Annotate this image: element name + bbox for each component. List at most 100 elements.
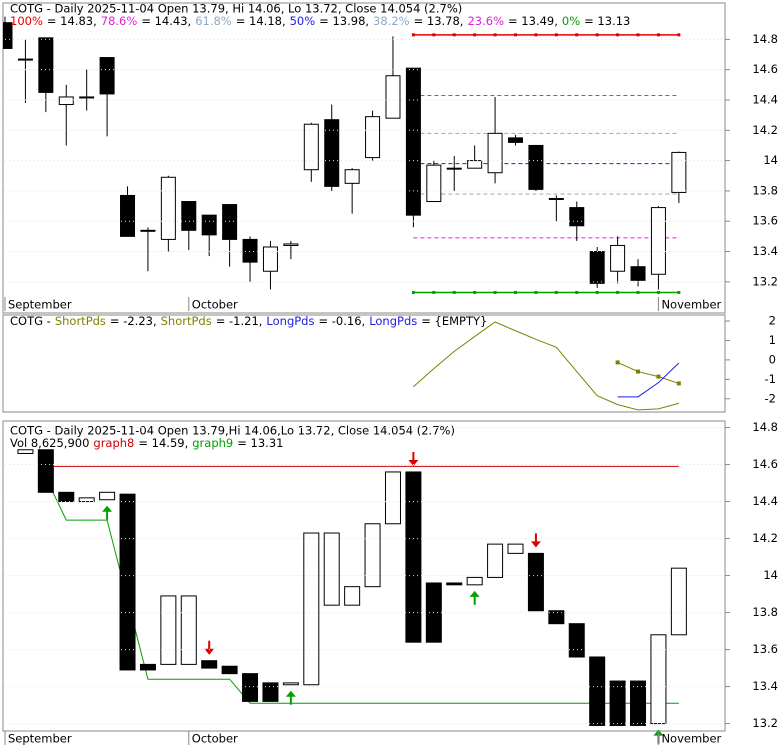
candle-body [3, 22, 13, 49]
fib-dot [473, 290, 477, 294]
box [323, 532, 340, 606]
box [466, 576, 483, 586]
fib-dot [432, 290, 436, 294]
fib-dot [534, 33, 538, 37]
y-tick-label: 0 [769, 352, 776, 366]
point [636, 369, 641, 374]
box [384, 471, 401, 525]
legend-text: 50% [290, 14, 316, 28]
candle-body [426, 164, 442, 203]
box [201, 660, 218, 669]
box [282, 682, 299, 686]
legend-text: LongPds [369, 314, 417, 328]
x-tick-label: September [8, 298, 72, 312]
fib-dot [616, 33, 620, 37]
candle-body [405, 67, 421, 216]
box [589, 656, 606, 726]
indicator-line [617, 362, 680, 398]
box [37, 449, 54, 493]
legend-text: Vol 8,625,900 [10, 436, 89, 450]
box [344, 586, 361, 606]
y-tick-label: 13.6 [752, 642, 778, 656]
box [17, 449, 34, 454]
x-tick-label: October [192, 298, 238, 312]
box [405, 471, 422, 643]
price-title: COTG - Daily 2025-11-04 Open 13.79, Hi 1… [10, 2, 462, 16]
fib-dot [554, 33, 558, 37]
y-tick-label: -1 [765, 372, 776, 386]
legend: 100% = 14.83, 78.6% = 14.43, 61.8% = 14.18, 50… [10, 14, 630, 28]
fib-dot [452, 290, 456, 294]
x-tick-label: October [192, 732, 238, 745]
fib-dot [514, 290, 517, 294]
legend-text: 61.8% [195, 14, 232, 28]
box [303, 532, 320, 686]
indicator-panel-frame [2, 314, 726, 413]
legend-text: LongPds [266, 314, 314, 328]
fib-dot [677, 290, 681, 294]
signal-arrow [102, 505, 113, 512]
legend-text: ShortPds [161, 314, 212, 328]
candle-body [589, 251, 605, 284]
legend-text: = 14.43, [141, 14, 191, 28]
candle-body [467, 160, 483, 169]
legend-text: COTG - [10, 314, 51, 328]
fib-dot [616, 290, 620, 294]
fib-dot [595, 33, 599, 37]
box [630, 680, 647, 726]
box [446, 582, 463, 586]
candle-body [222, 204, 238, 240]
indicator-line [617, 361, 680, 384]
signal-arrow [285, 690, 296, 697]
y-tick-label: 14.8 [752, 32, 778, 46]
candle-body [610, 244, 626, 272]
fib-dot [432, 33, 436, 37]
box [568, 623, 585, 658]
fib-dot [636, 290, 640, 294]
y-tick-label: 14 [763, 568, 778, 582]
signal-arrow [469, 590, 480, 597]
fib-dot [554, 290, 558, 294]
candle-body [303, 123, 319, 171]
candle-body [528, 144, 544, 190]
box [609, 680, 626, 726]
candle-body [385, 75, 401, 119]
fib-dot [656, 290, 660, 294]
candle-body [201, 214, 217, 236]
legend-text: = 14.59, [138, 436, 188, 450]
point [656, 374, 661, 379]
legend-text: = -1.21, [216, 314, 263, 328]
box [548, 610, 565, 625]
legend: Vol 8,625,900 graph8 = 14.59, graph9 = 13.31 [10, 436, 283, 450]
point [615, 360, 620, 365]
price-panel-frame [2, 2, 726, 314]
legend-text: = -2.23, [110, 314, 157, 328]
candle-body [365, 116, 381, 159]
box-title: COTG - Daily 2025-11-04 Open 13.79,Hi 14… [10, 424, 455, 438]
box [221, 665, 238, 675]
box [487, 543, 504, 578]
legend-text: 100% [10, 14, 43, 28]
box [58, 491, 75, 503]
box [507, 543, 524, 554]
box [670, 567, 687, 636]
candle-body [181, 201, 197, 231]
legend-text: = 14.83, [47, 14, 97, 28]
candle-body [79, 96, 95, 99]
candle-body [58, 96, 74, 106]
legend-text: graph8 [93, 436, 134, 450]
y-tick-label: 14.4 [752, 494, 778, 508]
legend: COTG - ShortPds = -2.23, ShortPds = -1.21, Lo… [10, 314, 487, 328]
candle-body [324, 119, 340, 187]
legend-text: = 13.49, [508, 14, 558, 28]
fib-dot [677, 33, 681, 37]
fib-dot [534, 290, 538, 294]
fib-dot [493, 290, 497, 294]
candle-body [160, 176, 176, 240]
box [180, 595, 197, 665]
y-tick-label: 13.2 [752, 716, 778, 730]
candle-body [120, 194, 136, 237]
y-tick-label: 2 [769, 314, 776, 328]
box [160, 595, 177, 665]
